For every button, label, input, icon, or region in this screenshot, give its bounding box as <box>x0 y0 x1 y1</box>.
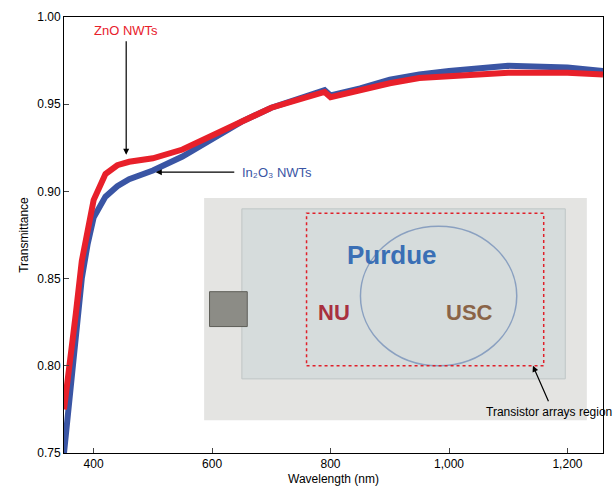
svg-text:Transmittance: Transmittance <box>17 197 31 273</box>
svg-text:ZnO NWTs: ZnO NWTs <box>94 23 158 38</box>
svg-text:Wavelength (nm): Wavelength (nm) <box>288 472 379 486</box>
svg-text:600: 600 <box>202 457 222 471</box>
svg-text:0.90: 0.90 <box>37 185 61 199</box>
svg-text:Purdue: Purdue <box>347 240 437 270</box>
svg-text:800: 800 <box>321 457 341 471</box>
svg-text:1,000: 1,000 <box>434 457 464 471</box>
svg-text:Transistor arrays region: Transistor arrays region <box>486 405 612 419</box>
svg-text:NU: NU <box>318 300 350 325</box>
svg-text:0.75: 0.75 <box>37 446 61 460</box>
svg-text:1,200: 1,200 <box>552 457 582 471</box>
svg-text:0.80: 0.80 <box>37 359 61 373</box>
svg-text:0.95: 0.95 <box>37 97 61 111</box>
svg-text:0.85: 0.85 <box>37 272 61 286</box>
svg-text:400: 400 <box>84 457 104 471</box>
svg-text:1.00: 1.00 <box>37 10 61 24</box>
svg-text:USC: USC <box>446 300 493 325</box>
svg-text:In₂O₃ NWTs: In₂O₃ NWTs <box>242 165 312 180</box>
